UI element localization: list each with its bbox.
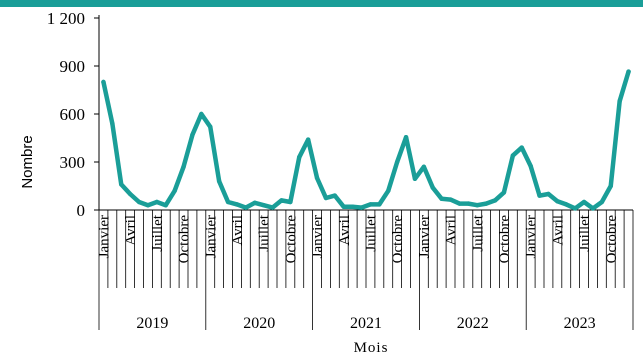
data-point — [537, 193, 542, 198]
data-point — [101, 79, 106, 85]
data-point — [341, 204, 346, 209]
data-point — [608, 183, 613, 189]
data-point — [279, 198, 284, 203]
data-point — [528, 163, 533, 169]
data-point — [305, 137, 311, 142]
data-point — [412, 176, 418, 181]
data-point — [386, 188, 391, 193]
data-point — [581, 199, 587, 205]
y-tick-label: 600 — [60, 105, 86, 124]
data-point — [234, 202, 240, 207]
data-point — [546, 191, 551, 197]
data-point — [145, 203, 151, 208]
data-point — [430, 185, 435, 190]
data-point — [492, 198, 498, 203]
data-point — [572, 206, 578, 211]
x-month-label: Octobre — [497, 215, 513, 264]
data-point — [181, 164, 186, 169]
x-month-label: Juillet — [257, 214, 273, 251]
x-month-label: Octobre — [283, 215, 299, 264]
top-accent-bar — [0, 0, 643, 7]
data-point — [483, 201, 489, 206]
data-point — [288, 199, 293, 205]
x-month-label: Janvier — [524, 215, 540, 258]
data-point — [599, 199, 605, 205]
data-point — [510, 153, 516, 158]
x-year-label: 2020 — [243, 315, 275, 332]
x-axis-label: Mois — [354, 340, 389, 356]
data-point — [466, 201, 471, 206]
series-line — [101, 69, 631, 211]
y-tick-label: 0 — [77, 201, 86, 220]
data-point — [314, 175, 320, 181]
data-point — [323, 195, 329, 201]
y-tick-label: 900 — [60, 57, 86, 76]
y-axis: 0 300 600 900 1 200 — [47, 9, 100, 220]
data-point — [127, 191, 133, 197]
data-point — [377, 202, 382, 207]
data-point — [208, 124, 213, 129]
y-tick-label: 1 200 — [47, 9, 85, 28]
x-year-label: 2021 — [350, 315, 382, 332]
data-point — [119, 182, 124, 187]
data-point — [359, 205, 364, 210]
data-point — [448, 197, 453, 202]
data-point — [421, 164, 427, 169]
data-point — [564, 202, 569, 207]
data-point — [252, 200, 257, 205]
data-point — [243, 205, 249, 210]
x-year-label: 2023 — [564, 315, 596, 332]
x-month-label: Janvier — [310, 215, 326, 258]
data-point — [163, 203, 168, 208]
x-month-label: Janvier — [417, 215, 433, 258]
data-point — [368, 202, 373, 207]
x-month-label: Avril — [123, 215, 139, 246]
data-point — [199, 111, 204, 117]
data-point — [475, 203, 480, 208]
data-point — [626, 69, 631, 74]
x-month-label: Avril — [337, 215, 353, 246]
x-year-label: 2019 — [136, 315, 168, 332]
data-point — [457, 201, 462, 206]
x-month-label: Juillet — [577, 214, 593, 251]
x-month-label: Janvier — [203, 215, 219, 258]
y-tick-label: 300 — [60, 153, 86, 172]
data-point — [297, 155, 302, 160]
data-point — [519, 145, 524, 150]
series-layer — [101, 69, 631, 211]
data-point — [136, 199, 142, 205]
data-point — [501, 190, 507, 195]
y-axis-label: Nombre — [19, 135, 36, 188]
x-month-label: Octobre — [390, 215, 406, 264]
x-month-label: Avril — [230, 215, 246, 246]
data-point — [225, 199, 231, 205]
x-month-label: Juillet — [150, 214, 166, 251]
x-year-label: 2022 — [457, 315, 489, 332]
data-point — [350, 204, 355, 209]
x-month-label: Juillet — [363, 214, 379, 251]
data-point — [154, 199, 160, 205]
data-point — [590, 206, 596, 211]
data-point — [261, 203, 266, 208]
x-month-label: Juillet — [470, 214, 486, 251]
data-point — [216, 179, 222, 184]
x-month-label: Avril — [550, 215, 566, 246]
data-point — [403, 135, 409, 140]
data-point — [394, 159, 400, 165]
x-month-label: Octobre — [604, 215, 620, 264]
x-month-label: Avril — [444, 215, 460, 246]
data-point — [439, 196, 444, 201]
data-point — [172, 188, 177, 193]
x-month-label: Janvier — [96, 215, 112, 258]
x-month-label: Octobre — [177, 215, 193, 264]
data-point — [110, 121, 115, 126]
data-point — [555, 199, 560, 204]
x-axis: Janvier Avril Juillet Octobre Janvier Avril Ju… — [96, 209, 634, 332]
data-point — [270, 205, 275, 210]
data-point — [617, 99, 622, 104]
data-point — [332, 193, 338, 198]
data-point — [190, 132, 195, 137]
